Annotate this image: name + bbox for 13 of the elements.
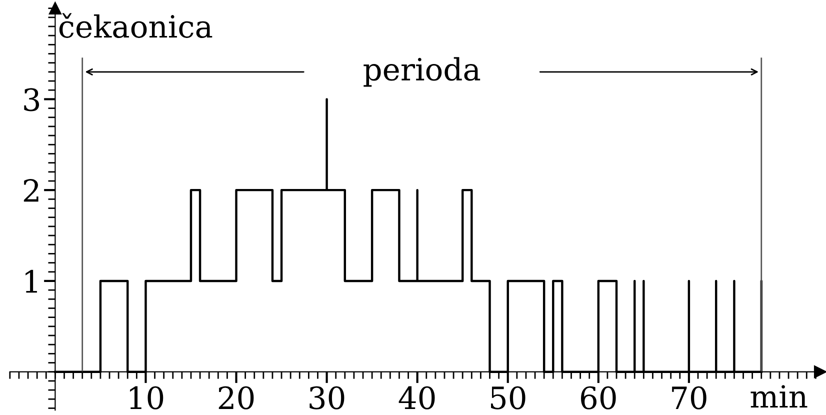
x-axis-title: min bbox=[750, 385, 808, 408]
y-tick-label: 3 bbox=[24, 88, 40, 112]
x-tick-label: 70 bbox=[672, 386, 706, 410]
x-tick-label: 10 bbox=[130, 386, 164, 410]
x-tick-label: 40 bbox=[398, 386, 435, 410]
x-tick-label: 60 bbox=[581, 386, 616, 410]
x-tick-label: 50 bbox=[491, 386, 526, 410]
y-axis-title: čekaonica bbox=[59, 13, 212, 38]
annotation: perioda bbox=[364, 57, 480, 87]
x-tick-label: 20 bbox=[218, 386, 254, 410]
y-tick-label: 1 bbox=[26, 270, 37, 293]
x-tick-label: 30 bbox=[310, 386, 344, 410]
y-tick-label: 2 bbox=[24, 179, 38, 202]
